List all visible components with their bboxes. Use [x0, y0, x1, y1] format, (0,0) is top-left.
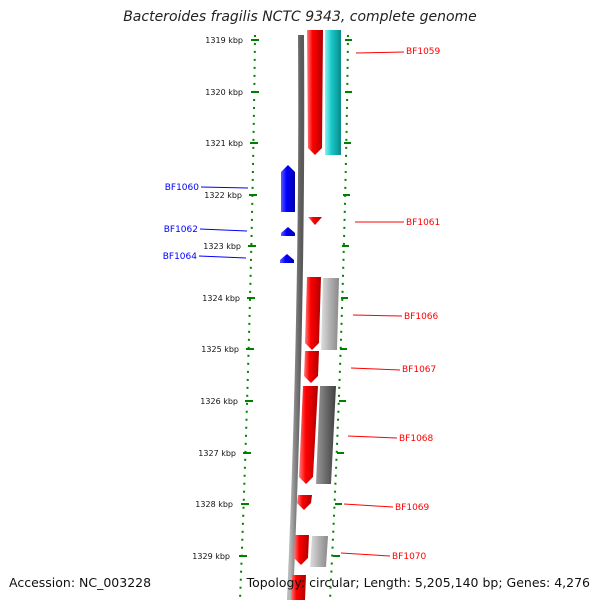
ruler-tick-label: 1321 kbp — [205, 139, 243, 148]
forward-gene-arrow — [281, 165, 295, 212]
ruler-tick: 1319 kbp — [205, 36, 352, 45]
ruler-tick-label: 1324 kbp — [202, 294, 240, 303]
accession-text: Accession: NC_003228 — [9, 575, 152, 590]
gene-label[interactable]: BF1067 — [402, 365, 436, 375]
gene-labels: BF1059 BF1061 BF1066 BF1067 BF1068 BF106… — [163, 47, 441, 562]
ruler-tick: 1329 kbp — [192, 552, 340, 561]
reverse-gene-arrow — [307, 30, 323, 155]
forward-gene-arrow — [280, 254, 294, 263]
gene-label[interactable]: BF1064 — [163, 252, 198, 262]
gene-label[interactable]: BF1068 — [399, 434, 434, 444]
ruler-dotted-line-left — [239, 34, 256, 600]
ruler-ticks: 1319 kbp 1320 kbp 1321 kbp 1322 kbp 1323 — [192, 36, 352, 561]
gene-label[interactable]: BF1066 — [404, 312, 439, 322]
reverse-gene-arrow — [299, 386, 318, 484]
ruler-tick: 1327 kbp — [198, 449, 344, 458]
ruler-tick: 1326 kbp — [200, 397, 346, 406]
gene-label[interactable]: BF1069 — [395, 503, 430, 513]
gene-label[interactable]: BF1070 — [392, 552, 427, 562]
label-leaders — [198, 51, 405, 557]
ruler-tick: 1325 kbp — [201, 345, 347, 354]
ruler-tick-label: 1325 kbp — [201, 345, 239, 354]
ruler-tick-label: 1319 kbp — [205, 36, 243, 45]
ruler-tick-label: 1329 kbp — [192, 552, 230, 561]
ruler-tick-label: 1327 kbp — [198, 449, 236, 458]
ruler-tick-label: 1328 kbp — [195, 500, 233, 509]
ruler-tick-label: 1320 kbp — [205, 88, 243, 97]
gray-feature — [310, 536, 328, 567]
ruler-tick-label: 1322 kbp — [204, 191, 242, 200]
gray-feature — [321, 278, 339, 350]
ruler-tick-label: 1323 kbp — [203, 242, 241, 251]
genome-backbone — [287, 34, 305, 600]
feature-track — [310, 30, 341, 567]
ruler-tick: 1320 kbp — [205, 88, 352, 97]
reverse-gene-arrow — [308, 217, 322, 225]
gene-label[interactable]: BF1059 — [406, 47, 441, 57]
genome-summary-text: Topology: circular; Length: 5,205,140 bp… — [246, 575, 590, 590]
ruler-tick-label: 1326 kbp — [200, 397, 238, 406]
reverse-gene-arrow — [291, 575, 306, 600]
reverse-gene-arrow — [294, 535, 309, 565]
forward-gene-arrow — [281, 227, 295, 236]
reverse-gene-arrow — [304, 351, 319, 383]
ruler-tick: 1328 kbp — [195, 500, 342, 509]
cyan-feature — [325, 30, 341, 155]
ruler-dotted-line-right — [329, 34, 349, 600]
gene-label[interactable]: BF1061 — [406, 218, 440, 228]
ruler-tick: 1322 kbp — [204, 191, 350, 200]
reverse-gene-arrow — [297, 495, 312, 510]
gray-feature — [316, 386, 336, 484]
map-title: Bacteroides fragilis NCTC 9343, complete… — [123, 9, 477, 25]
reverse-strand-genes — [291, 30, 323, 600]
reverse-gene-arrow — [305, 277, 321, 350]
ruler-tick: 1321 kbp — [205, 139, 351, 148]
ruler-tick: 1324 kbp — [202, 294, 348, 303]
ruler-tick: 1323 kbp — [203, 242, 349, 251]
gene-label[interactable]: BF1060 — [165, 183, 200, 193]
gene-label[interactable]: BF1062 — [164, 225, 198, 235]
forward-strand-genes — [280, 165, 295, 263]
